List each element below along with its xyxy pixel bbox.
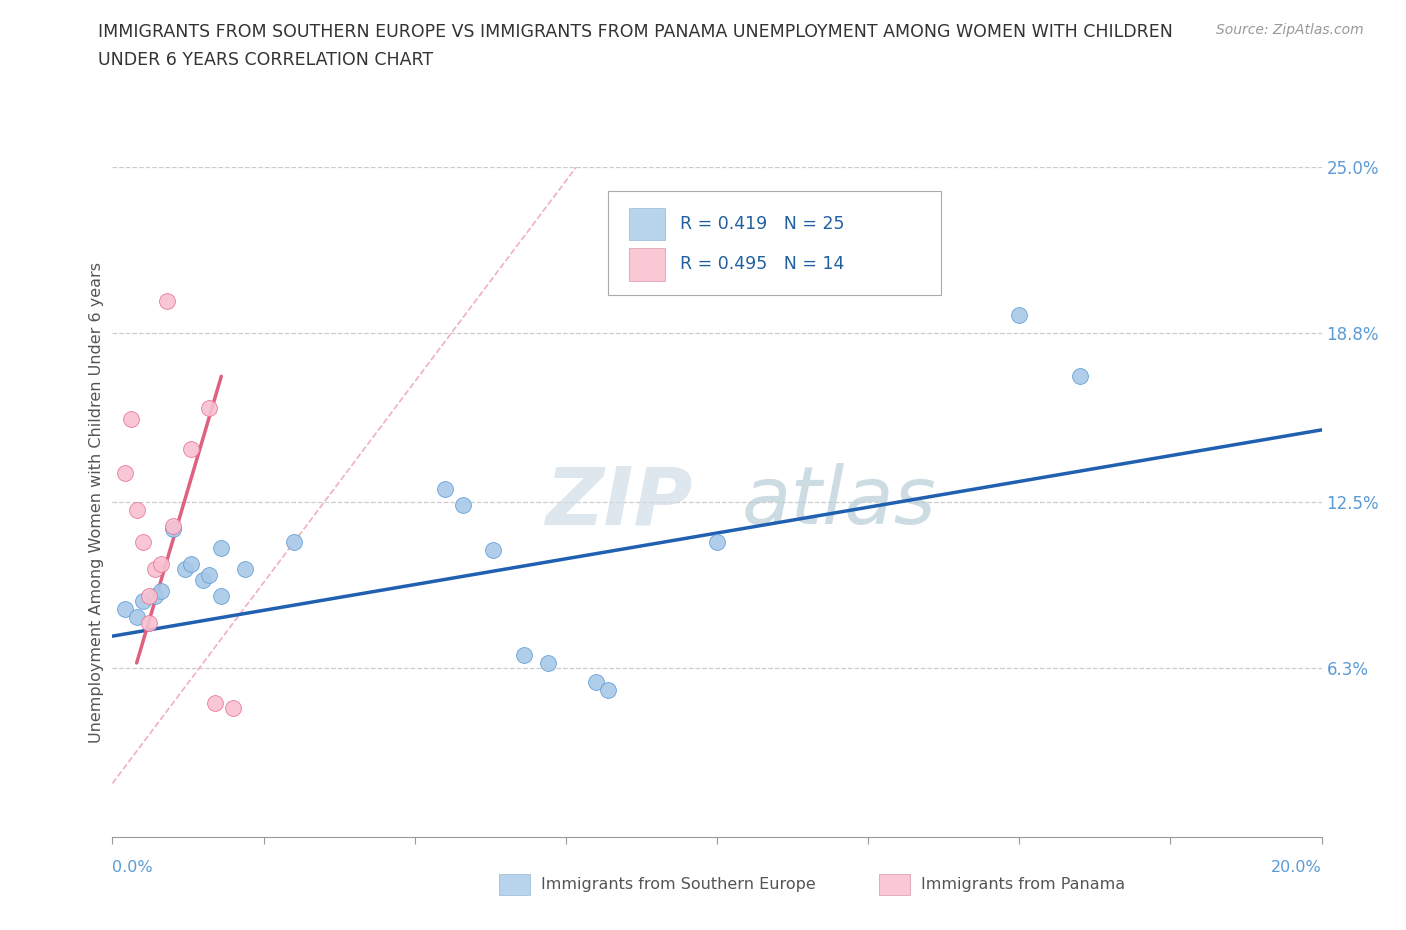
Point — [209, 589, 232, 604]
Point — [537, 656, 560, 671]
Point — [120, 412, 142, 427]
Point — [143, 589, 166, 604]
Y-axis label: Unemployment Among Women with Children Under 6 years: Unemployment Among Women with Children U… — [89, 261, 104, 743]
Point — [451, 498, 474, 512]
Point — [482, 543, 505, 558]
Point — [204, 696, 226, 711]
Point — [138, 589, 160, 604]
Text: ZIP: ZIP — [546, 463, 693, 541]
Point — [814, 208, 837, 223]
Point — [149, 556, 172, 571]
Point — [433, 482, 456, 497]
Point — [143, 562, 166, 577]
Point — [512, 647, 534, 662]
Point — [1008, 307, 1031, 322]
Point — [125, 503, 148, 518]
Point — [149, 583, 172, 598]
Point — [162, 519, 184, 534]
Point — [125, 610, 148, 625]
Point — [174, 562, 197, 577]
Point — [283, 535, 305, 550]
Bar — [628, 248, 665, 281]
Point — [235, 562, 257, 577]
Point — [132, 594, 155, 609]
Point — [114, 465, 136, 480]
Point — [191, 573, 214, 588]
Point — [585, 674, 607, 689]
Text: 20.0%: 20.0% — [1271, 860, 1322, 875]
Text: Source: ZipAtlas.com: Source: ZipAtlas.com — [1216, 23, 1364, 37]
Point — [1069, 369, 1091, 384]
Bar — [628, 208, 665, 240]
Point — [706, 535, 728, 550]
Point — [209, 540, 232, 555]
Text: Immigrants from Panama: Immigrants from Panama — [921, 877, 1125, 892]
Point — [138, 616, 160, 631]
Point — [198, 401, 221, 416]
Point — [114, 602, 136, 617]
Point — [156, 294, 179, 309]
FancyBboxPatch shape — [609, 191, 941, 295]
Point — [222, 701, 245, 716]
Text: atlas: atlas — [741, 463, 936, 541]
Point — [162, 522, 184, 537]
Point — [198, 567, 221, 582]
Text: UNDER 6 YEARS CORRELATION CHART: UNDER 6 YEARS CORRELATION CHART — [98, 51, 433, 69]
Point — [132, 535, 155, 550]
Text: R = 0.495   N = 14: R = 0.495 N = 14 — [679, 256, 844, 273]
Point — [598, 683, 620, 698]
Text: Immigrants from Southern Europe: Immigrants from Southern Europe — [541, 877, 815, 892]
Text: 0.0%: 0.0% — [112, 860, 153, 875]
Point — [180, 441, 202, 456]
Text: R = 0.419   N = 25: R = 0.419 N = 25 — [679, 216, 844, 233]
Text: IMMIGRANTS FROM SOUTHERN EUROPE VS IMMIGRANTS FROM PANAMA UNEMPLOYMENT AMONG WOM: IMMIGRANTS FROM SOUTHERN EUROPE VS IMMIG… — [98, 23, 1173, 41]
Point — [180, 556, 202, 571]
